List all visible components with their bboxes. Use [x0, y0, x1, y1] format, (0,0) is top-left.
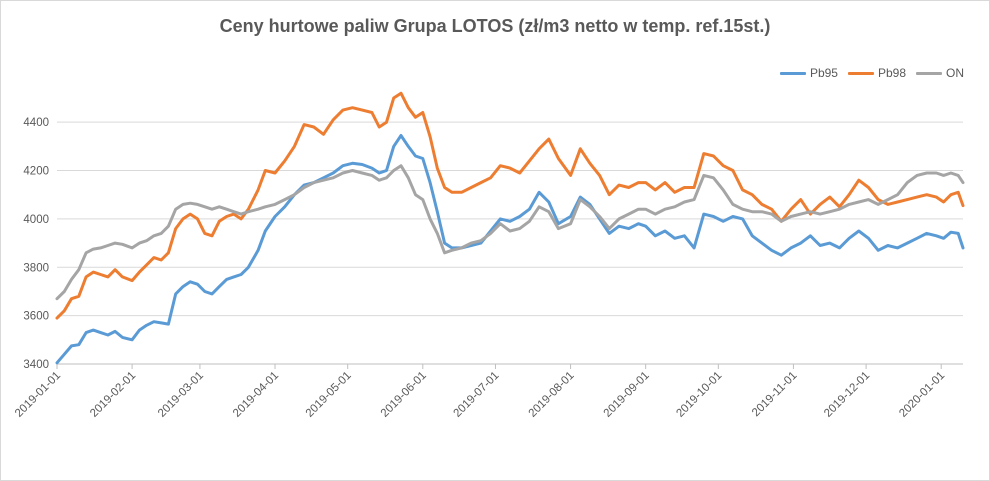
- x-tick-label: 2019-04-01: [231, 370, 281, 420]
- series-line-on: [55, 164, 965, 301]
- y-tick-label: 3600: [23, 311, 49, 323]
- y-tick-label: 4000: [23, 214, 49, 226]
- y-tick-label: 3400: [23, 359, 49, 371]
- y-axis-ticks: 3400 3600 3800 4000 4200 4400: [23, 117, 49, 371]
- x-tick-label: 2019-02-01: [88, 370, 138, 420]
- legend-swatch-pb95: [779, 71, 806, 75]
- x-tick-label: 2019-12-01: [822, 370, 872, 420]
- series-line-pb98: [55, 91, 965, 320]
- x-tick-label: 2019-03-01: [156, 370, 206, 420]
- legend-label-pb95: Pb95: [809, 66, 838, 80]
- legend-label-pb98: Pb98: [877, 66, 906, 80]
- x-tick-label: 2019-08-01: [527, 370, 577, 420]
- x-tick-label: 2019-07-01: [452, 370, 502, 420]
- legend-label-on: ON: [946, 66, 964, 80]
- y-tick-label: 3800: [23, 262, 49, 274]
- x-tick-label: 2019-06-01: [379, 370, 429, 420]
- x-tick-label: 2019-11-01: [750, 370, 799, 419]
- chart-title: Ceny hurtowe paliw Grupa LOTOS (zł/m3 ne…: [219, 16, 771, 36]
- legend-swatch-on: [916, 71, 942, 75]
- x-tick-label: 2019-01-01: [13, 370, 63, 420]
- series-line-pb95: [55, 134, 965, 365]
- legend: Pb95 Pb98 ON: [779, 66, 964, 80]
- legend-item-pb95: Pb95: [779, 66, 838, 80]
- x-axis-ticks: 2019-01-01 2019-02-01 2019-03-01 2019-04-01…: [13, 364, 947, 420]
- x-tick-label: 2019-10-01: [674, 370, 724, 420]
- y-tick-label: 4200: [23, 166, 49, 178]
- legend-item-on: ON: [916, 66, 964, 80]
- y-tick-label: 4400: [23, 117, 49, 129]
- x-tick-label: 2019-09-01: [602, 370, 652, 420]
- legend-item-pb98: Pb98: [847, 66, 906, 80]
- series-lines: [55, 91, 965, 365]
- x-tick-label: 2019-05-01: [304, 370, 354, 420]
- x-tick-label: 2020-01-01: [897, 370, 947, 420]
- legend-swatch-pb98: [847, 71, 874, 75]
- gridlines: [57, 121, 963, 365]
